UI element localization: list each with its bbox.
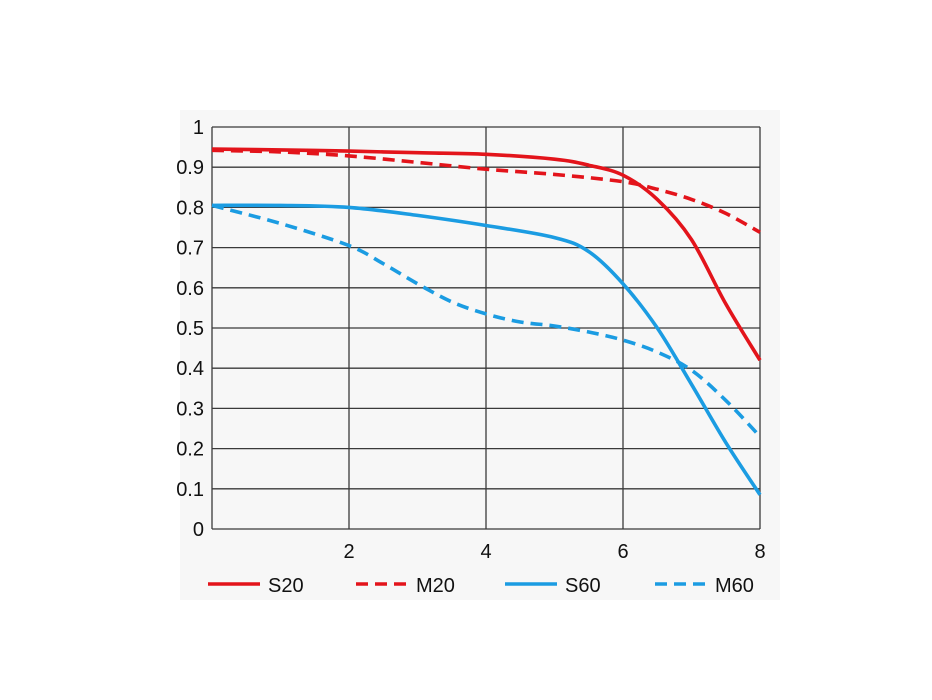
y-tick-label: 0.3 bbox=[176, 398, 204, 420]
chart-panel bbox=[180, 110, 780, 600]
y-tick-label: 0.6 bbox=[176, 278, 204, 300]
legend: S20 M20 S60 M60 bbox=[208, 575, 754, 597]
legend-label-m20: M20 bbox=[416, 575, 455, 597]
x-axis-ticks: 2 4 6 8 bbox=[343, 541, 765, 563]
series-line-s20 bbox=[211, 147, 762, 362]
y-tick-label: 0.8 bbox=[176, 197, 204, 219]
legend-label-s20: S20 bbox=[268, 575, 304, 597]
grid bbox=[211, 126, 761, 530]
y-tick-label: 0.5 bbox=[176, 318, 204, 340]
y-axis-ticks: 0 0.1 0.2 0.3 0.4 0.5 0.6 0.7 0.8 0.9 1 bbox=[176, 117, 204, 541]
y-tick-label: 0.9 bbox=[176, 157, 204, 179]
y-tick-label: 0.2 bbox=[176, 439, 204, 461]
y-tick-label: 0 bbox=[193, 519, 204, 541]
y-tick-label: 0.1 bbox=[176, 479, 204, 501]
legend-label-s60: S60 bbox=[565, 575, 601, 597]
legend-label-m60: M60 bbox=[715, 575, 754, 597]
series-line-m60 bbox=[211, 203, 762, 438]
x-tick-label: 6 bbox=[617, 541, 628, 563]
y-tick-label: 0.4 bbox=[176, 358, 204, 380]
y-tick-label: 1 bbox=[193, 117, 204, 139]
series-line-s60 bbox=[211, 203, 762, 496]
x-tick-label: 2 bbox=[343, 541, 354, 563]
x-tick-label: 4 bbox=[480, 541, 491, 563]
y-tick-label: 0.7 bbox=[176, 238, 204, 260]
series-lines bbox=[211, 147, 762, 496]
x-tick-label: 8 bbox=[754, 541, 765, 563]
